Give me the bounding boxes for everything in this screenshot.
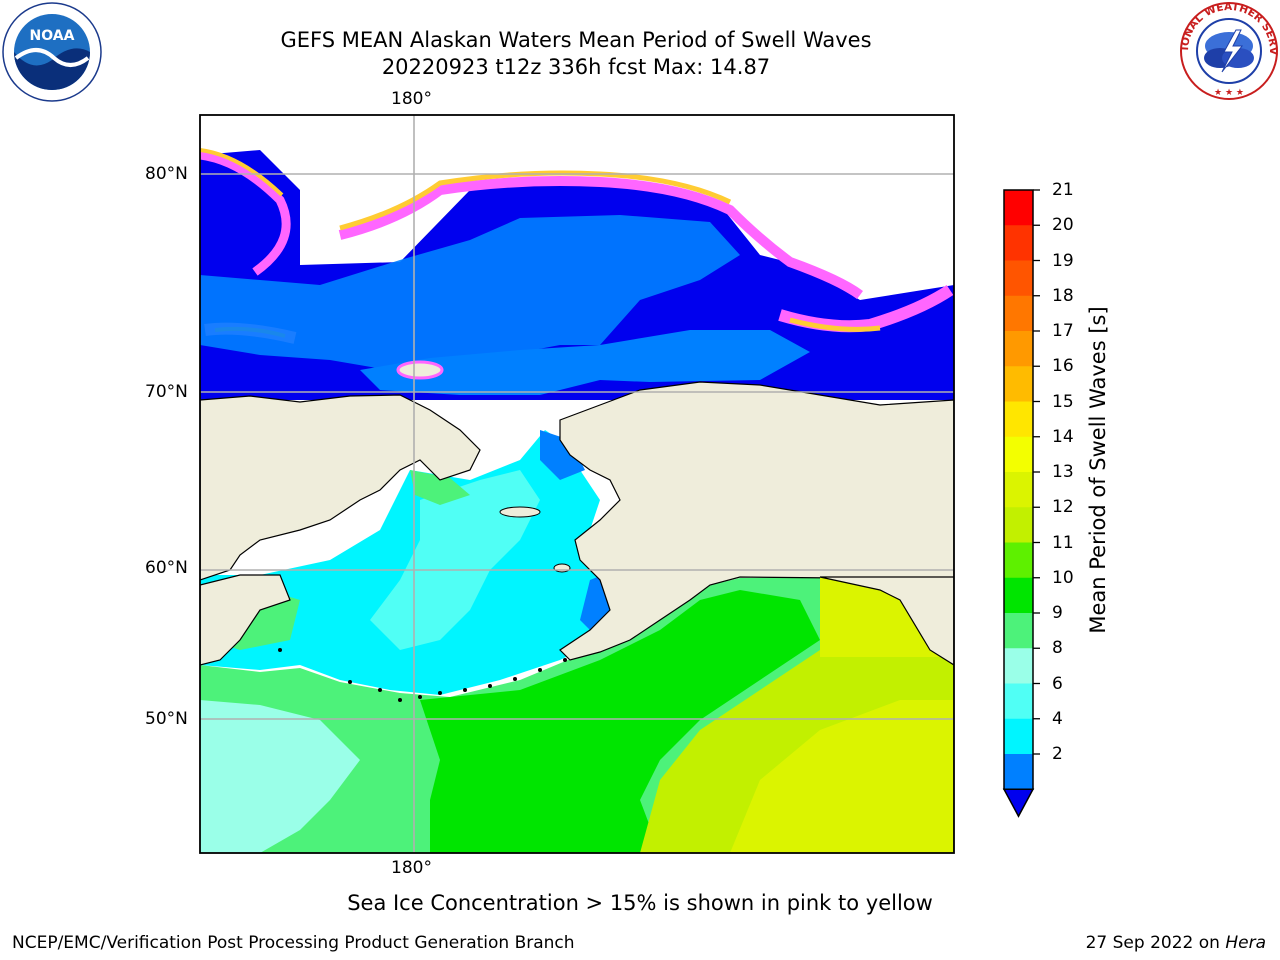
map-area — [200, 115, 954, 853]
noaa-logo: NOAA — [2, 2, 102, 102]
colorbar-tick-label: 16 — [1052, 356, 1074, 377]
colorbar-tick-label: 11 — [1052, 532, 1074, 553]
lat-label-50n: 50°N — [145, 709, 188, 729]
lat-label-70n: 70°N — [145, 382, 188, 402]
colorbar-tick-label: 8 — [1052, 638, 1063, 659]
sea-ice-note: Sea Ice Concentration > 15% is shown in … — [347, 891, 933, 915]
colorbar-swatch — [1004, 295, 1033, 332]
colorbar-swatch — [1004, 190, 1033, 226]
colorbar-swatch — [1004, 472, 1033, 508]
svg-text:★ ★ ★: ★ ★ ★ — [1214, 88, 1244, 98]
map-title: GEFS MEAN Alaskan Waters Mean Period of … — [280, 28, 872, 52]
colorbar-tick-label: 10 — [1052, 567, 1074, 588]
colorbar-tick-label: 14 — [1052, 426, 1074, 447]
lon-label-top: 180° — [391, 89, 432, 109]
colorbar-label: Mean Period of Swell Waves [s] — [1086, 306, 1110, 634]
svg-text:NOAA: NOAA — [30, 28, 75, 44]
colorbar-tick-label: 13 — [1052, 462, 1074, 482]
colorbar-tick-label: 9 — [1052, 603, 1063, 623]
colorbar-swatch — [1004, 366, 1033, 402]
colorbar-swatch — [1004, 401, 1033, 438]
footer-credit: NCEP/EMC/Verification Post Processing Pr… — [12, 933, 575, 953]
colorbar-tick-label: 21 — [1052, 180, 1074, 200]
colorbar-swatch — [1004, 225, 1033, 261]
colorbar-tick-label: 2 — [1052, 744, 1063, 764]
colorbar-swatch — [1004, 683, 1033, 720]
colorbar-swatch — [1004, 507, 1033, 543]
colorbar-swatch — [1004, 648, 1033, 684]
footer-host: Hera — [1225, 933, 1266, 953]
colorbar — [1002, 189, 1040, 818]
map-gridlines — [200, 115, 954, 853]
colorbar-tick-label: 4 — [1052, 708, 1063, 729]
colorbar-swatch — [1004, 754, 1033, 790]
colorbar-tick-label: 12 — [1052, 497, 1074, 518]
colorbar-tick-label: 17 — [1052, 321, 1074, 341]
lat-label-80n: 80°N — [145, 164, 188, 184]
footer-date-text: 27 Sep 2022 on — [1085, 933, 1220, 953]
colorbar-swatch — [1004, 436, 1033, 473]
map-frame — [199, 114, 955, 854]
colorbar-frame — [1003, 189, 1034, 790]
colorbar-tick-label: 6 — [1052, 673, 1063, 694]
colorbar-swatch — [1004, 260, 1033, 297]
colorbar-tick-label: 15 — [1052, 391, 1074, 412]
footer-date: 27 Sep 2022 on Hera — [1086, 933, 1266, 953]
colorbar-swatch — [1004, 542, 1033, 579]
colorbar-tick-label: 20 — [1052, 215, 1074, 236]
colorbar-tick-label: 19 — [1052, 250, 1074, 271]
colorbar-swatch — [1004, 613, 1033, 649]
colorbar-swatch — [1004, 331, 1033, 367]
lon-label-bottom: 180° — [391, 858, 432, 878]
colorbar-swatch — [1004, 718, 1033, 755]
colorbar-extend-arrow — [1002, 788, 1035, 818]
colorbar-tick-label: 18 — [1052, 285, 1074, 306]
colorbar-swatch — [1004, 577, 1033, 614]
map-subtitle: 20220923 t12z 336h fcst Max: 14.87 — [381, 55, 771, 79]
lat-label-60n: 60°N — [145, 558, 188, 578]
national-weather-service-logo: NATIONAL WEATHER SERVICE ★ ★ ★ — [1178, 0, 1279, 100]
